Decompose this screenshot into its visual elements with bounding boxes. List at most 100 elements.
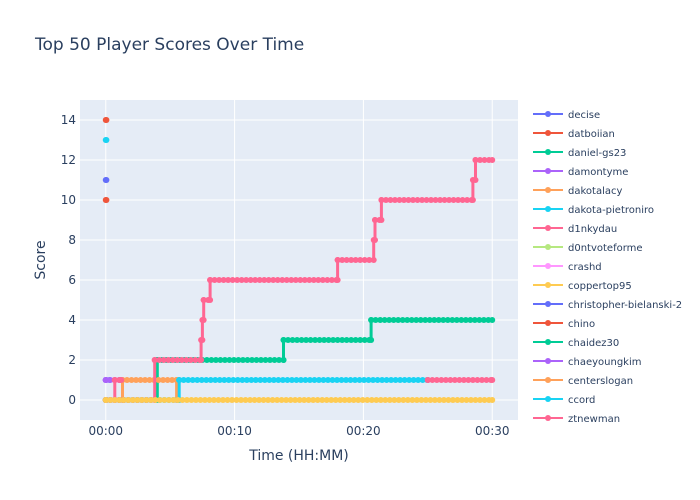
data-point [386,317,393,323]
data-point [458,317,465,323]
data-point [451,377,458,383]
legend-item[interactable]: chaeyoungkim [533,357,642,368]
data-point [208,357,215,363]
legend-label: daniel-gs23 [568,148,626,159]
data-point [269,397,276,403]
data-point [260,397,267,403]
data-point [235,357,242,363]
data-point [103,117,110,123]
data-point [183,397,190,403]
data-point [143,397,150,403]
data-point [337,397,344,403]
data-point [435,317,442,323]
legend-item[interactable]: d0ntvoteforme [533,243,643,254]
data-point [169,357,176,363]
data-point [133,377,140,383]
data-point [415,377,422,383]
data-point [368,317,375,323]
data-point [476,157,483,163]
legend-item[interactable]: chaidez30 [533,338,619,349]
data-point [198,357,205,363]
legend-item[interactable]: centerslogan [533,376,633,387]
legend-item[interactable]: damontyme [533,167,628,178]
data-point [474,377,481,383]
legend-item[interactable]: coppertop95 [533,281,632,292]
data-point [352,337,359,343]
data-point [414,197,421,203]
data-point [395,397,402,403]
legend-swatch-marker [545,415,551,421]
legend-item[interactable]: chino [533,319,595,330]
data-point [306,377,313,383]
series-segment [424,377,496,383]
data-point [392,377,399,383]
data-point [377,317,384,323]
legend-label: centerslogan [568,376,633,387]
data-point [120,397,127,403]
data-point [244,357,251,363]
data-point [449,397,456,403]
data-point [215,397,222,403]
data-point [406,377,413,383]
series-chino [102,197,110,203]
x-axis-title: Time (HH:MM) [248,448,349,464]
data-point [128,377,135,383]
data-point [180,377,187,383]
data-point [441,197,448,203]
legend-item[interactable]: dakotalacy [533,186,622,197]
data-point [347,377,354,383]
data-point [386,397,393,403]
legend-item[interactable]: daniel-gs23 [533,148,626,159]
data-point [219,397,226,403]
legend-item[interactable]: christopher-bielanski-2 [533,300,682,311]
legend[interactable]: decise datboiian daniel-gs23 damontyme dakot… [533,110,682,425]
data-point [134,397,141,403]
data-point [170,397,177,403]
data-point [467,317,474,323]
data-point [276,357,283,363]
data-point [216,377,223,383]
data-point [382,397,389,403]
data-point [377,397,384,403]
data-point [137,377,144,383]
legend-label: damontyme [568,167,628,178]
data-point [189,377,196,383]
data-point [226,357,233,363]
data-point [469,377,476,383]
data-point [221,377,228,383]
data-point [197,397,204,403]
data-point [271,357,278,363]
data-point [476,397,483,403]
data-point [270,277,277,283]
data-point [432,197,439,203]
data-point [160,357,167,363]
x-tick-label: 00:10 [217,424,252,438]
series-dakota-pietroniro [102,137,110,143]
data-point [256,277,263,283]
legend-item[interactable]: decise [533,110,600,121]
legend-item[interactable]: datboiian [533,129,615,140]
legend-item[interactable]: ccord [533,395,595,406]
legend-swatch-marker [545,339,551,345]
legend-item[interactable]: dakota-pietroniro [533,205,654,216]
data-point [116,397,123,403]
legend-item[interactable]: ztnewman [533,414,620,425]
data-point [401,377,408,383]
data-point [382,197,389,203]
data-point [229,397,236,403]
data-point [404,317,411,323]
data-point [251,397,258,403]
data-point [355,397,362,403]
legend-item[interactable]: d1nkydau [533,224,617,235]
y-axis-title: Score [33,240,49,279]
data-point [440,397,447,403]
data-point [142,377,149,383]
data-point [265,397,272,403]
data-point [431,397,438,403]
data-point [489,397,496,403]
data-point [328,397,335,403]
data-point [212,357,219,363]
legend-item[interactable]: crashd [533,262,602,273]
data-point [103,137,110,143]
data-point [359,397,366,403]
